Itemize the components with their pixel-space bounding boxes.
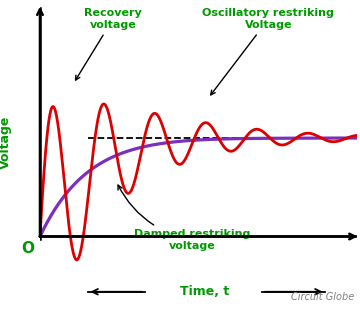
Text: Recovery
voltage: Recovery voltage (76, 8, 142, 80)
Text: O: O (21, 241, 34, 256)
Text: Damped restriking
voltage: Damped restriking voltage (118, 185, 251, 251)
Text: Time, t: Time, t (180, 285, 230, 298)
Text: Voltage: Voltage (0, 115, 12, 169)
Text: Circuit Globe: Circuit Globe (291, 292, 354, 302)
Text: Oscillatory restriking
Voltage: Oscillatory restriking Voltage (202, 8, 334, 95)
